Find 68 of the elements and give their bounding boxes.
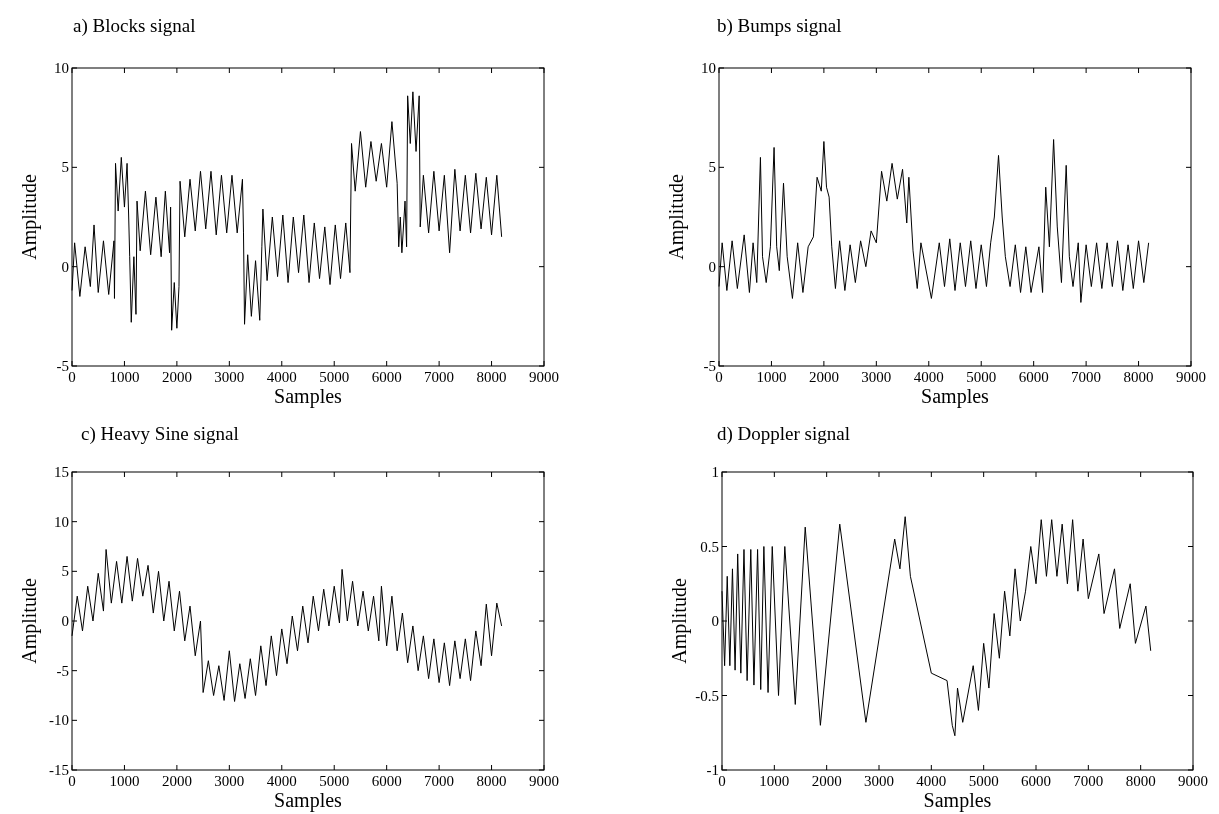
x-tick-label: 7000: [424, 369, 455, 385]
y-tick-label: -5: [56, 662, 69, 679]
y-tick-label: 5: [61, 159, 69, 176]
y-tick-label: 0: [61, 258, 69, 275]
x-tick-label: 5000: [968, 773, 999, 789]
x-tick-label: 2000: [161, 773, 192, 789]
x-tick-label: 3000: [214, 773, 245, 789]
y-tick-label: 5: [708, 159, 716, 176]
y-tick-label: -15: [49, 762, 69, 778]
x-tick-label: 8000: [1123, 369, 1154, 385]
x-tick-label: 4000: [913, 369, 944, 385]
x-axis-title: Samples: [274, 385, 343, 408]
y-tick-label: 15: [54, 464, 69, 480]
x-tick-label: 4000: [916, 773, 947, 789]
y-tick-label: -5: [703, 358, 716, 374]
y-tick-label: 0: [61, 613, 69, 629]
y-tick-label: -10: [49, 712, 69, 729]
x-tick-label: 2000: [808, 369, 839, 385]
x-tick-label: 6000: [1018, 369, 1049, 385]
chart-title: b) Bumps signal: [717, 15, 842, 37]
y-axis-title: Amplitude: [18, 578, 41, 664]
y-tick-label: -0.5: [695, 687, 719, 704]
x-tick-label: 3000: [214, 369, 245, 385]
x-tick-label: 4000: [266, 773, 297, 789]
y-tick-label: -5: [56, 358, 69, 374]
y-tick-label: 10: [54, 513, 69, 530]
x-tick-label: 7000: [1071, 369, 1102, 385]
x-tick-label: 3000: [864, 773, 894, 789]
x-tick-label: 9000: [529, 773, 559, 789]
x-tick-label: 5000: [319, 773, 350, 789]
x-tick-label: 6000: [1021, 773, 1051, 789]
x-tick-label: 8000: [476, 773, 507, 789]
y-axis-title: Amplitude: [18, 174, 41, 260]
x-axis-title: Samples: [921, 385, 990, 408]
x-axis-title: Samples: [274, 789, 343, 812]
y-tick-label: 0.5: [700, 538, 719, 555]
x-tick-label: 4000: [266, 369, 297, 385]
x-tick-label: 1000: [109, 773, 140, 789]
x-tick-label: 6000: [371, 369, 402, 385]
x-tick-label: 5000: [319, 369, 350, 385]
x-tick-label: 9000: [1178, 773, 1208, 789]
chart-title: a) Blocks signal: [73, 15, 196, 37]
x-tick-label: 1000: [756, 369, 787, 385]
x-tick-label: 9000: [529, 369, 559, 385]
x-tick-label: 6000: [371, 773, 402, 789]
x-tick-label: 8000: [1125, 773, 1156, 789]
y-tick-label: 10: [54, 60, 69, 76]
chart-title: c) Heavy Sine signal: [81, 423, 239, 445]
y-axis-title: Amplitude: [665, 174, 688, 260]
x-tick-label: 2000: [161, 369, 192, 385]
x-tick-label: 2000: [811, 773, 842, 789]
y-tick-label: 10: [701, 60, 716, 76]
x-tick-label: 7000: [424, 773, 455, 789]
x-axis-title: Samples: [923, 789, 992, 812]
chart-title: d) Doppler signal: [717, 423, 850, 445]
x-tick-label: 8000: [476, 369, 507, 385]
y-tick-label: 5: [61, 563, 69, 580]
x-tick-label: 9000: [1176, 369, 1206, 385]
x-tick-label: 5000: [966, 369, 997, 385]
x-tick-label: 7000: [1073, 773, 1104, 789]
y-axis-title: Amplitude: [668, 578, 691, 664]
y-tick-label: 1: [711, 464, 719, 480]
y-tick-label: 0: [708, 258, 716, 275]
y-tick-label: -1: [706, 762, 719, 778]
x-tick-label: 3000: [861, 369, 892, 385]
y-tick-label: 0: [711, 613, 719, 629]
x-tick-label: 1000: [109, 369, 140, 385]
x-tick-label: 1000: [759, 773, 790, 789]
